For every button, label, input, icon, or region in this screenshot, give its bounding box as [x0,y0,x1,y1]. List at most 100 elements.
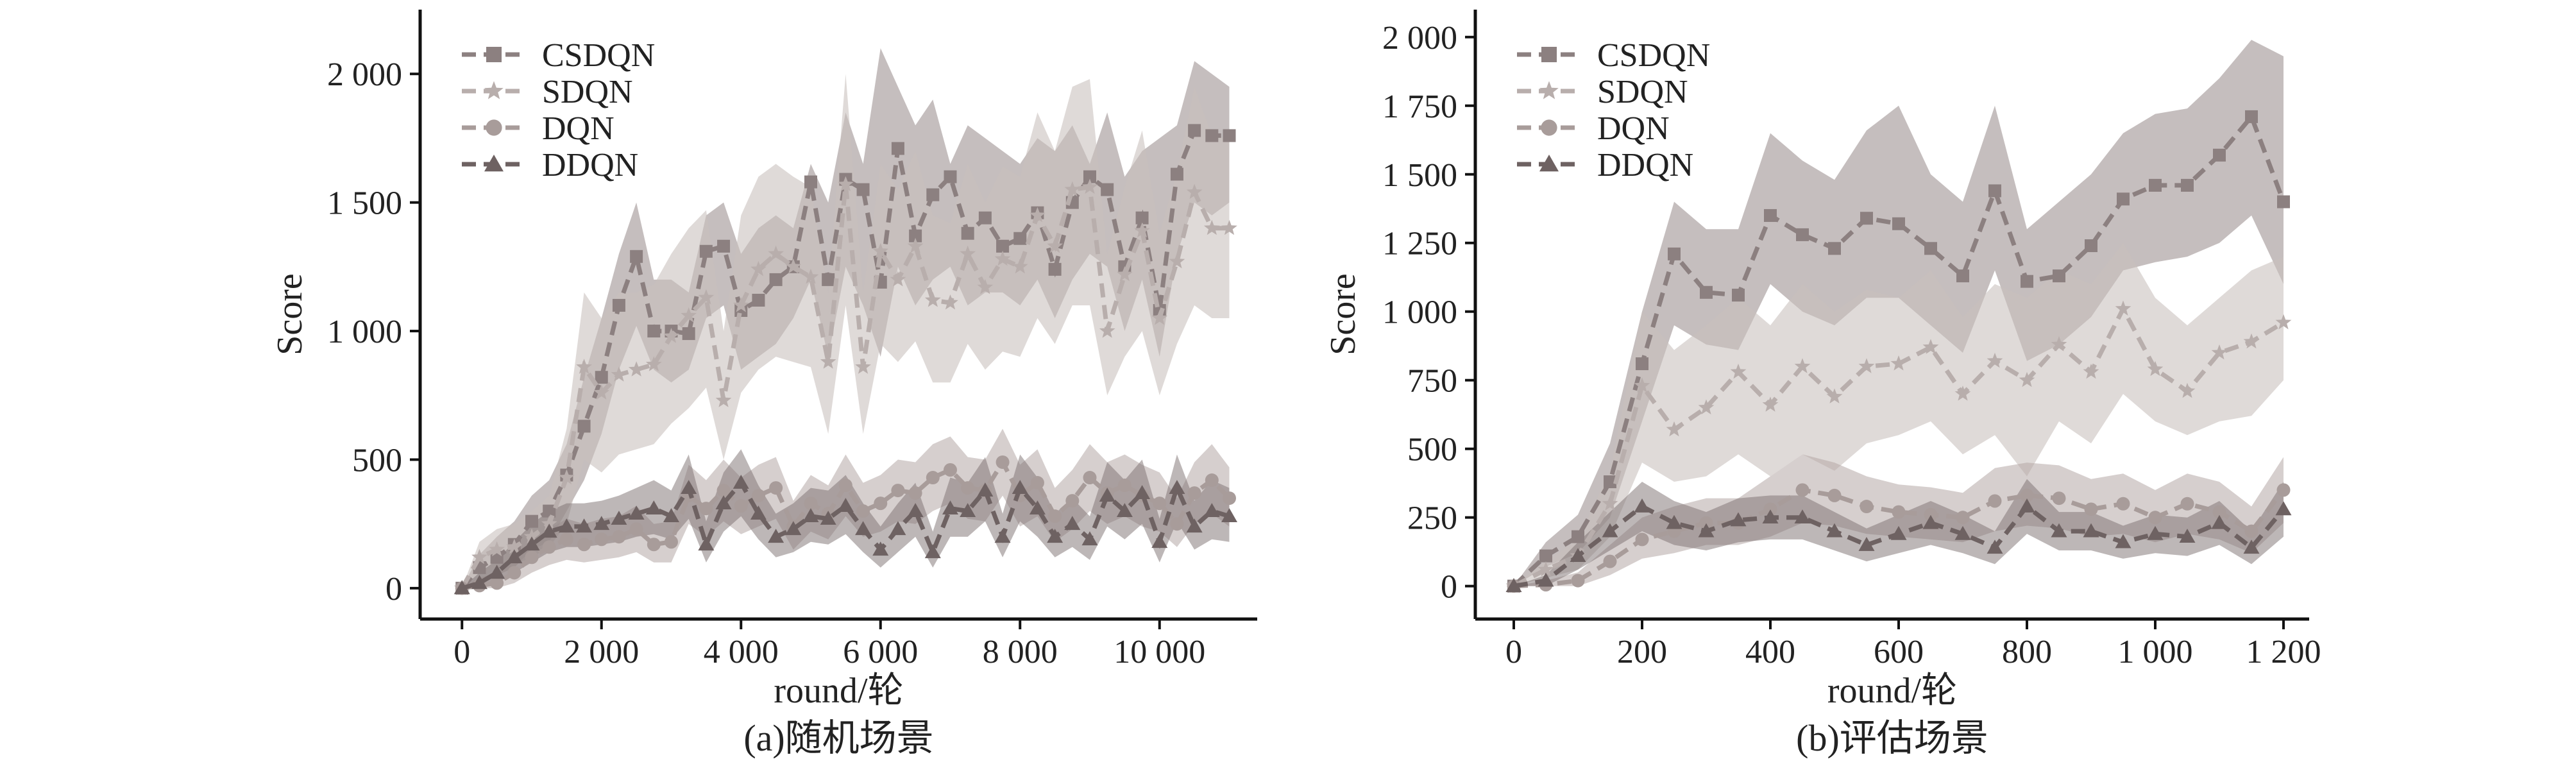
point-ddqn [2051,523,2067,538]
point-dqn [1571,573,1585,588]
point-sdqn [506,538,523,554]
point-sdqn [2051,336,2067,352]
point-csdqn [1539,549,1552,563]
y-axis-title: Score [1323,273,1363,355]
x-tick-label: 10 000 [1114,634,1205,670]
panel-a: 0 2 000 4 000 6 000 8 000 10 000 0 500 1 000 1 50… [270,10,1257,759]
point-ddqn [1012,480,1028,494]
point-sdqn [2179,382,2196,398]
point-ddqn [1203,503,1220,518]
x-tick-label: 400 [1745,634,1795,670]
point-sdqn [1602,495,1618,511]
legend-item-csdqn: CSDQN [1517,37,1710,74]
point-ddqn [872,541,889,556]
point-dqn [1860,500,1874,514]
point-sdqn [1826,388,1843,403]
point-csdqn [647,325,661,338]
point-ddqn [855,521,872,536]
x-tick-label: 0 [1505,634,1522,670]
point-csdqn [1828,242,1841,255]
x-tick-label: 6 000 [843,634,918,670]
point-csdqn [717,239,731,253]
point-ddqn [681,480,697,494]
point-ddqn [942,500,958,515]
point-csdqn [1048,262,1062,276]
point-ddqn [1858,536,1875,551]
panel-caption: (b)评估场景 [1796,717,1988,759]
point-ddqn [1505,578,1522,593]
point-dqn [838,479,852,493]
point-ddqn [1698,523,1715,538]
point-sdqn [855,359,871,374]
point-csdqn [1188,124,1201,137]
point-dqn [2020,488,2034,502]
axes: 0 2 000 4 000 6 000 8 000 10 000 0 500 1 000 1 50… [327,10,1257,670]
point-csdqn [769,273,783,286]
point-ddqn [1762,509,1779,524]
point-csdqn [577,420,591,433]
point-ddqn [890,521,906,536]
point-ddqn [593,516,610,531]
point-sdqn [2211,344,2228,360]
x-tick-label: 0 [453,634,470,670]
point-csdqn [682,327,695,341]
point-dqn [577,538,591,552]
point-dqn [769,481,783,495]
point-csdqn [944,170,957,183]
point-ddqn [1047,529,1063,543]
panel-b: 0 200 400 600 800 1 000 1 200 0 250 500 750 1 000 1 … [1323,10,2321,759]
point-ddqn [1169,480,1185,494]
y-tick-label: 1 750 [1382,89,1457,125]
point-sdqn [611,366,627,382]
point-sdqn [750,260,767,276]
x-axis-title: round/轮 [1827,671,1957,711]
band-csdqn [1514,40,2284,586]
point-csdqn [1101,183,1114,196]
point-ddqn [715,495,732,509]
point-csdqn [2149,178,2162,192]
point-ddqn [1794,509,1811,524]
point-sdqn [471,548,487,565]
point-csdqn [1668,247,1681,260]
point-ddqn [698,536,715,551]
point-dqn [595,532,609,547]
point-sdqn [890,271,906,287]
point-dqn [1223,491,1236,505]
point-sdqn [1890,355,1907,371]
series-csdqn [455,124,1236,595]
point-ddqn [2243,539,2260,554]
point-dqn [996,455,1010,469]
x-tick-label: 800 [2002,634,2052,670]
point-csdqn [909,229,922,242]
point-sdqn [994,250,1011,266]
point-dqn [525,550,539,565]
point-csdqn [1796,228,1809,241]
point-ddqn [541,523,557,538]
legend-item-dqn: DQN [462,110,614,147]
point-sdqn [593,384,610,400]
point-sdqn [1922,339,1939,354]
point-sdqn [715,392,732,407]
y-tick-label: 1 250 [1382,226,1457,262]
y-tick-label: 2 000 [327,56,402,93]
legend-item-sdqn: SDQN [462,74,633,110]
point-csdqn [1223,129,1236,142]
point-sdqn [523,528,540,544]
point-ddqn [1151,534,1168,548]
point-ddqn [1081,531,1098,546]
point-csdqn [595,371,608,384]
point-dqn [1892,505,1906,519]
point-ddqn [1602,523,1618,538]
point-dqn [2084,502,2098,516]
point-ddqn [1666,514,1682,529]
point-dqn [908,486,922,500]
point-dqn [2052,491,2066,505]
point-ddqn [2083,523,2099,538]
point-ddqn [2211,514,2228,529]
point-dqn [1117,479,1131,493]
point-dqn [1956,511,1970,525]
point-ddqn [977,482,994,497]
point-sdqn [1730,363,1747,379]
point-sdqn [1634,377,1650,393]
point-dqn [1048,509,1062,523]
